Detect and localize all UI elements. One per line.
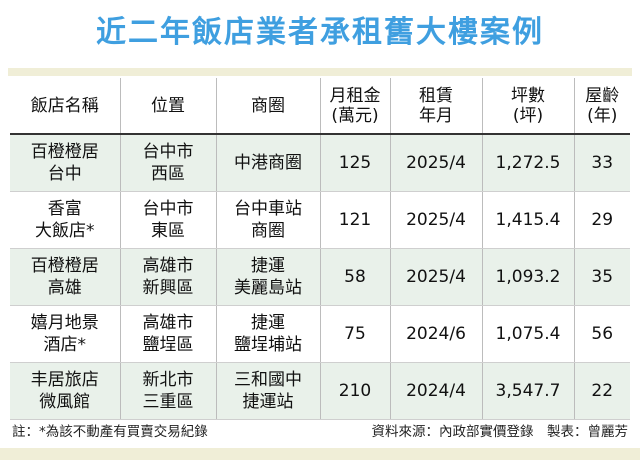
cell-location-line: 西區	[151, 163, 185, 184]
header-hotel-name: 飯店名稱	[10, 78, 121, 135]
cell-hotel-name: 嬉月地景 酒店*	[10, 305, 121, 363]
cell-lease-date: 2024/4	[390, 362, 483, 420]
cell-district-line: 三和國中	[234, 369, 302, 390]
cell-hotel-name-line: 百橙橙居	[30, 255, 99, 276]
page-title: 近二年飯店業者承租舊大樓案例	[96, 15, 544, 50]
cell-hotel-name-line: 百橙橙居	[30, 141, 99, 162]
header-area: 坪數 (坪)	[482, 78, 575, 135]
cell-area: 1,415.4	[482, 191, 575, 249]
table-row: 香富 大飯店* 台中市 東區 台中車站 商圈 121 2025/4 1,415.4 29	[10, 191, 630, 249]
cell-district-line: 中港商圈	[234, 152, 302, 173]
cell-location: 台中市 東區	[120, 191, 217, 249]
cell-monthly-rent: 58	[320, 248, 391, 306]
cell-location: 高雄市 新興區	[120, 248, 217, 306]
footer: 註：*為該不動產有買賣交易紀錄 資料來源：內政部實價登錄 製表：曾麗芳	[12, 420, 628, 444]
cell-location-line: 三重區	[142, 391, 194, 412]
cell-hotel-name-line: 酒店*	[43, 334, 87, 355]
cell-building-age: 29	[574, 191, 630, 249]
cell-area: 1,272.5	[482, 134, 575, 192]
cell-district-line: 鹽埕埔站	[234, 334, 302, 355]
cell-hotel-name-line: 丰居旅店	[30, 369, 99, 390]
cell-lease-date: 2024/6	[390, 305, 483, 363]
cell-district: 中港商圈	[216, 134, 321, 192]
cell-lease-date: 2025/4	[390, 134, 483, 192]
cell-hotel-name: 百橙橙居 台中	[10, 134, 121, 192]
cell-building-age: 33	[574, 134, 630, 192]
cell-hotel-name-line: 大飯店*	[35, 220, 95, 241]
table-header-row: 飯店名稱 位置 商圈 月租金 (萬元) 租賃 年月 坪數 (坪) 屋齡 (年)	[10, 78, 630, 135]
cell-district: 捷運 鹽埕埔站	[216, 305, 321, 363]
cell-location: 新北市 三重區	[120, 362, 217, 420]
header-district: 商圈	[216, 78, 321, 135]
cell-lease-date: 2025/4	[390, 191, 483, 249]
cell-district: 三和國中 捷運站	[216, 362, 321, 420]
cell-hotel-name: 百橙橙居 高雄	[10, 248, 121, 306]
cell-location: 台中市 西區	[120, 134, 217, 192]
cell-location-line: 鹽埕區	[142, 334, 194, 355]
cell-district-line: 商圈	[251, 220, 285, 241]
cell-lease-date: 2025/4	[390, 248, 483, 306]
cell-building-age: 35	[574, 248, 630, 306]
cell-hotel-name: 香富 大飯店*	[10, 191, 121, 249]
cell-location-line: 高雄市	[142, 312, 194, 333]
cell-location-line: 新興區	[142, 277, 194, 298]
cell-district-line: 捷運	[251, 255, 285, 276]
cell-building-age: 22	[574, 362, 630, 420]
header-building-age: 屋齡 (年)	[574, 78, 630, 135]
footnote: 註：*為該不動產有買賣交易紀錄	[12, 424, 208, 440]
title-divider	[8, 68, 632, 76]
cell-area: 3,547.7	[482, 362, 575, 420]
table-row: 百橙橙居 台中 台中市 西區 中港商圈 125 2025/4 1,272.5 33	[10, 134, 630, 192]
table-row: 嬉月地景 酒店* 高雄市 鹽埕區 捷運 鹽埕埔站 75 2024/6 1,075.4 56	[10, 305, 630, 363]
cell-location-line: 台中市	[142, 141, 194, 162]
cell-hotel-name-line: 台中	[47, 163, 82, 184]
hotel-lease-table: 飯店名稱 位置 商圈 月租金 (萬元) 租賃 年月 坪數 (坪) 屋齡 (年) 百橙橙居…	[10, 78, 630, 420]
cell-monthly-rent: 125	[320, 134, 391, 192]
cell-hotel-name-line: 微風館	[39, 391, 91, 412]
cell-location: 高雄市 鹽埕區	[120, 305, 217, 363]
cell-monthly-rent: 75	[320, 305, 391, 363]
table-row: 丰居旅店 微風館 新北市 三重區 三和國中 捷運站 210 2024/4 3,547.7 22	[10, 362, 630, 420]
cell-hotel-name-line: 嬉月地景	[30, 312, 99, 333]
cell-monthly-rent: 210	[320, 362, 391, 420]
cell-monthly-rent: 121	[320, 191, 391, 249]
cell-hotel-name-line: 高雄	[47, 277, 82, 298]
source-credit: 資料來源：內政部實價登錄 製表：曾麗芳	[371, 424, 629, 440]
cell-area: 1,093.2	[482, 248, 575, 306]
cell-location-line: 高雄市	[142, 255, 194, 276]
cell-area: 1,075.4	[482, 305, 575, 363]
cell-location-line: 台中市	[142, 198, 194, 219]
cell-district-line: 美麗島站	[234, 277, 302, 298]
cell-district: 捷運 美麗島站	[216, 248, 321, 306]
header-monthly-rent: 月租金 (萬元)	[320, 78, 391, 135]
cell-district-line: 捷運	[251, 312, 285, 333]
cell-district: 台中車站 商圈	[216, 191, 321, 249]
cell-location-line: 新北市	[142, 369, 194, 390]
header-lease-date: 租賃 年月	[390, 78, 483, 135]
cell-location-line: 東區	[151, 220, 185, 241]
table-row: 百橙橙居 高雄 高雄市 新興區 捷運 美麗島站 58 2025/4 1,093.2 35	[10, 248, 630, 306]
cell-district-line: 台中車站	[234, 198, 302, 219]
header-location: 位置	[120, 78, 217, 135]
cell-hotel-name-line: 香富	[47, 198, 82, 219]
bottom-divider	[0, 448, 640, 460]
cell-hotel-name: 丰居旅店 微風館	[10, 362, 121, 420]
cell-district-line: 捷運站	[242, 391, 294, 412]
cell-building-age: 56	[574, 305, 630, 363]
